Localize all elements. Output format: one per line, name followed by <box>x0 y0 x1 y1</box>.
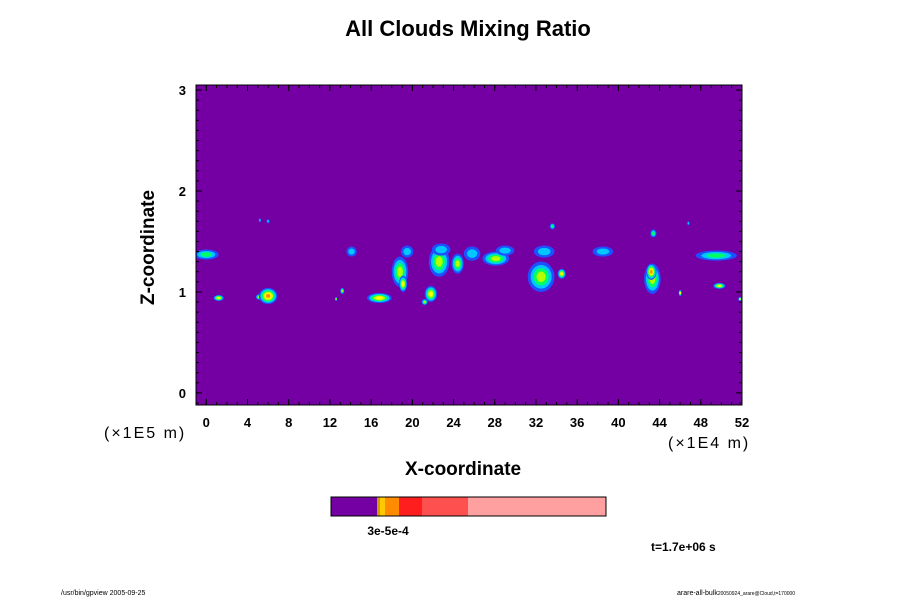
x-tick-label: 20 <box>405 415 419 430</box>
cloud-contour-band <box>423 300 426 304</box>
cloud-contour-band <box>403 247 411 256</box>
footer-source-main: arare-all-bulk <box>677 590 718 597</box>
footer-source-sub: 20050924_arare@Cloud,t=170000 <box>717 591 796 597</box>
y-axis-label: Z-coordinate <box>138 189 159 305</box>
colorbar-segment <box>377 497 380 516</box>
cloud-contour-band <box>499 247 511 254</box>
cloud-contour-band <box>397 266 403 278</box>
colorbar-segment <box>422 497 468 516</box>
colorbar-frame <box>330 496 607 517</box>
cloud-contour-band <box>401 281 405 287</box>
x-tick-label: 28 <box>488 415 502 430</box>
cloud-contour-band <box>348 248 355 255</box>
cloud-contour-band <box>596 248 610 255</box>
footer-source: arare-all-bulk20050924_arare@Cloud,t=170… <box>677 590 795 597</box>
colorbar-segment <box>380 497 385 516</box>
cloud-contour-band <box>467 249 478 258</box>
x-scale-note: (×1E4 m) <box>668 435 751 452</box>
x-tick-label: 48 <box>694 415 708 430</box>
y-tick-label: 0 <box>179 386 186 401</box>
x-axis-label: X-coordinate <box>405 459 522 480</box>
cloud-contour-band <box>536 271 546 283</box>
cloud-contour-band <box>679 292 681 294</box>
cloud-contour-band <box>265 294 271 298</box>
x-tick-label: 16 <box>364 415 378 430</box>
time-label: t=1.7e+06 s <box>651 540 716 554</box>
cloud-contour-band <box>739 298 741 300</box>
cloud-contour-band <box>341 289 344 292</box>
x-tick-label: 0 <box>203 415 210 430</box>
cloud-contour-band <box>650 269 653 274</box>
x-tick-label: 4 <box>244 415 252 430</box>
x-tick-label: 44 <box>652 415 667 430</box>
colorbar: 3e-5e-4 <box>330 496 607 538</box>
x-tick-label: 8 <box>285 415 292 430</box>
cloud-contour-band <box>687 222 690 225</box>
cloud-contour-band <box>335 298 337 300</box>
x-tick-label: 40 <box>611 415 625 430</box>
cloud-contour-band <box>551 224 554 228</box>
cloud-contour-band <box>537 247 551 256</box>
y-scale-note: (×1E5 m) <box>104 425 187 442</box>
cloud-contour-band <box>259 219 261 222</box>
y-tick-label: 1 <box>179 285 186 300</box>
colorbar-segment <box>331 497 377 516</box>
colorbar-segment <box>399 497 422 516</box>
cloud-contour-band <box>217 297 221 299</box>
footer-command: /usr/bin/gpview 2005-09-25 <box>61 590 146 597</box>
y-tick-label: 2 <box>179 184 186 199</box>
cloud-contour-band <box>429 291 433 297</box>
cloud-contour-band <box>707 253 726 258</box>
cloud-contour-band <box>652 231 655 236</box>
x-tick-label: 12 <box>323 415 337 430</box>
cloud-contour-band <box>267 220 270 223</box>
cloud-contour-band <box>491 256 501 262</box>
cloud-contour-band <box>200 252 212 257</box>
cloud-contour-band <box>435 245 447 254</box>
cloud-contour-band <box>717 285 722 287</box>
cloud-contour-band <box>455 260 460 268</box>
x-tick-label: 52 <box>735 415 749 430</box>
x-tick-label: 32 <box>529 415 543 430</box>
x-tick-label: 36 <box>570 415 584 430</box>
chart-title: All Clouds Mixing Ratio <box>345 16 591 41</box>
y-tick-label: 3 <box>179 83 186 98</box>
plot-background <box>196 85 742 405</box>
plot-frame <box>195 84 743 406</box>
colorbar-segment <box>468 497 606 516</box>
colorbar-segment <box>385 497 399 516</box>
colorbar-tick-label: 3e-5e-4 <box>367 524 409 538</box>
cloud-contour-band <box>375 296 383 300</box>
cloud-contour-band <box>435 256 443 267</box>
cloud-field <box>196 218 742 306</box>
cloud-contour-band <box>560 272 563 276</box>
x-tick-label: 24 <box>446 415 461 430</box>
